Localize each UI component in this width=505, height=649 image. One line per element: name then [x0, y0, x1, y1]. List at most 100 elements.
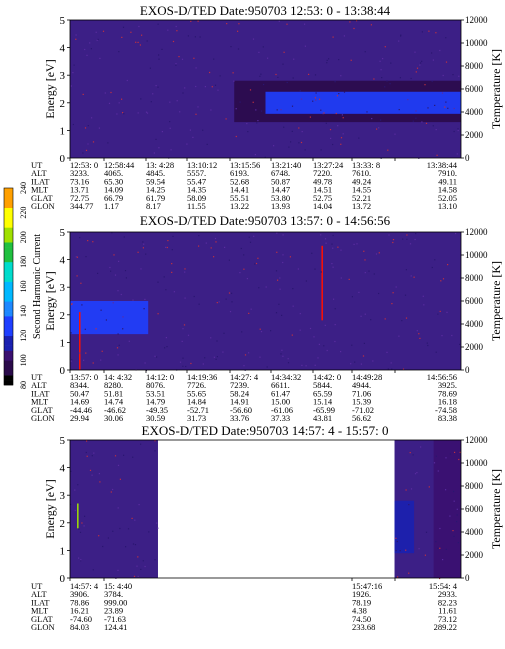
- noise-dot: [119, 527, 121, 530]
- noise-dot: [89, 42, 91, 44]
- noise-dot: [407, 99, 409, 101]
- noise-dot: [116, 347, 119, 349]
- noise-dot: [332, 266, 334, 268]
- table-cell: 289.22: [434, 622, 457, 632]
- noise-dot: [434, 104, 436, 106]
- table-cell: 7239.: [230, 380, 249, 390]
- colorbar-segment: [4, 217, 13, 223]
- table-cell: 13.72: [352, 201, 371, 211]
- colorbar-tick-label: 80: [19, 381, 28, 389]
- y-tick-label: 4: [60, 463, 66, 475]
- table-cell: 78.19: [352, 597, 371, 607]
- chart-title: EXOS-D/TED Date:950703 12:53: 0 - 13:38:…: [140, 3, 391, 18]
- noise-dot: [372, 360, 374, 362]
- noise-dot: [195, 67, 197, 69]
- table-row-label: GLON: [31, 201, 55, 211]
- table-row-label: ALT: [31, 380, 48, 390]
- table-cell: 33.76: [230, 413, 249, 423]
- colorbar-segment: [4, 330, 13, 337]
- colorbar-segment: [4, 252, 13, 258]
- table-cell: 12:53: 0: [70, 160, 98, 170]
- noise-dot: [378, 127, 380, 129]
- table-cell: 14:12: 0: [146, 372, 174, 382]
- noise-dot: [171, 249, 173, 251]
- table-cell: 30.06: [104, 413, 123, 423]
- noise-dot: [282, 261, 284, 264]
- table-cell: -71.63: [104, 614, 126, 624]
- chart-title: EXOS-D/TED Date:950703 14:57: 4 - 15:57:…: [142, 423, 389, 438]
- noise-dot: [262, 46, 264, 48]
- noise-dot: [332, 247, 334, 249]
- table-cell: 14.35: [187, 185, 206, 195]
- table-cell: 14.51: [313, 185, 332, 195]
- table-cell: 13.71: [70, 185, 89, 195]
- y-right-tick-label: 10000: [465, 458, 488, 468]
- noise-speckle: [70, 232, 461, 372]
- noise-dot: [137, 41, 139, 43]
- noise-dot: [146, 40, 148, 42]
- table-cell: 52.75: [313, 193, 332, 203]
- noise-dot: [356, 243, 358, 245]
- noise-dot: [312, 100, 314, 102]
- noise-dot: [340, 137, 343, 139]
- noise-dot: [161, 131, 163, 133]
- noise-dot: [353, 243, 355, 245]
- noise-dot: [137, 575, 139, 577]
- noise-dot: [390, 62, 392, 64]
- noise-dot: [118, 51, 120, 53]
- noise-dot: [309, 116, 311, 118]
- noise-dot: [157, 281, 159, 283]
- colorbar-tick-label: 120: [19, 330, 28, 342]
- noise-dot: [243, 254, 245, 256]
- noise-dot: [343, 91, 346, 93]
- table-cell: 15.14: [313, 397, 333, 407]
- coverage-block: [70, 440, 158, 578]
- noise-dot: [117, 333, 119, 335]
- noise-dot: [340, 143, 342, 145]
- feature-band: [394, 500, 415, 554]
- noise-dot: [453, 490, 455, 493]
- noise-dot: [182, 328, 184, 330]
- noise-dot: [186, 143, 188, 145]
- noise-dot: [368, 270, 370, 272]
- table-cell: -74.60: [70, 614, 92, 624]
- table-cell: 13:27:24: [313, 160, 344, 170]
- noise-dot: [72, 123, 74, 126]
- colorbar-segment: [4, 360, 13, 366]
- table-cell: 11.55: [187, 201, 206, 211]
- noise-dot: [137, 556, 139, 558]
- noise-dot: [384, 46, 386, 48]
- table-cell: 14.91: [230, 397, 249, 407]
- noise-dot: [250, 308, 252, 310]
- noise-dot: [257, 120, 259, 122]
- noise-dot: [141, 34, 143, 36]
- colorbar-tick-label: 180: [19, 256, 28, 268]
- noise-dot: [122, 328, 124, 330]
- noise-dot: [87, 240, 89, 242]
- noise-dot: [422, 295, 424, 297]
- noise-dot: [118, 102, 120, 104]
- noise-dot: [164, 347, 166, 349]
- table-row-label: UT: [31, 372, 43, 382]
- noise-dot: [231, 292, 233, 294]
- noise-dot: [384, 86, 386, 88]
- table-cell: -74.58: [435, 405, 457, 415]
- noise-dot: [297, 268, 299, 270]
- noise-dot: [192, 136, 194, 138]
- noise-dot: [435, 32, 437, 34]
- noise-dot: [447, 107, 449, 109]
- noise-dot: [142, 560, 144, 562]
- y-right-tick-label: 8000: [465, 273, 484, 283]
- table-cell: 4.38: [352, 606, 367, 616]
- colorbar-segment: [4, 335, 13, 341]
- noise-dot: [281, 314, 283, 316]
- noise-dot: [436, 154, 438, 156]
- table-cell: 12:58:44: [104, 160, 135, 170]
- noise-dot: [292, 305, 294, 307]
- table-cell: 3233.: [70, 168, 89, 178]
- noise-dot: [334, 340, 336, 343]
- table-cell: 58.09: [187, 193, 206, 203]
- noise-dot: [358, 137, 360, 139]
- noise-dot: [329, 129, 332, 131]
- noise-dot: [392, 241, 394, 244]
